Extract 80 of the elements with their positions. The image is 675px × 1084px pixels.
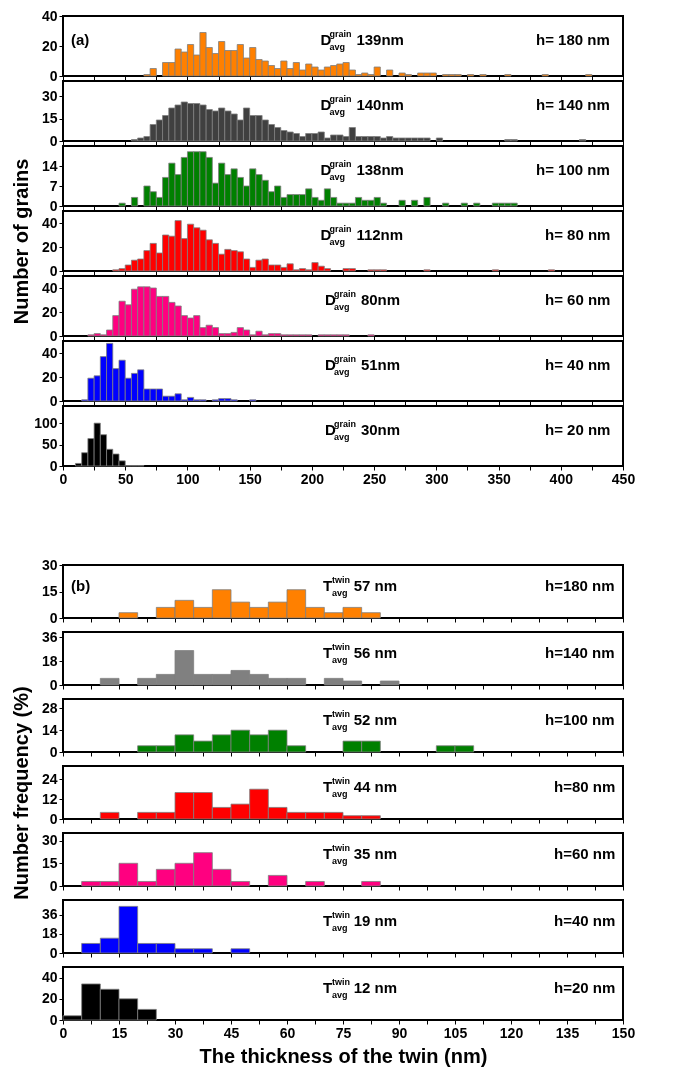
y-tick-label: 15	[41, 110, 58, 126]
y-tick-label: 0	[49, 67, 58, 84]
annotation: h= 80 nm	[545, 226, 611, 243]
y-tick-label: 40	[41, 969, 58, 986]
y-tick-label: 30	[41, 87, 58, 104]
x-tick-label: 350	[487, 470, 511, 487]
y-tick-label: 20	[41, 238, 58, 255]
y-tick-label: 0	[49, 743, 58, 760]
x-tick-label: 400	[549, 470, 574, 487]
annotation: h=20 nm	[554, 979, 616, 997]
x-tick-label: 15	[111, 1024, 128, 1041]
x-tick-label: 50	[117, 470, 134, 487]
x-tick-label: 105	[443, 1024, 468, 1041]
y-tick-label: 0	[49, 392, 58, 409]
x-tick-label: 150	[611, 1024, 636, 1041]
y-tick-label: 40	[41, 214, 58, 231]
y-tick-label: 0	[49, 609, 58, 626]
x-tick-label: 150	[238, 470, 263, 487]
y-tick-label: 7	[49, 177, 58, 194]
y-tick-label: 15	[41, 854, 58, 871]
annotation: h=40 nm	[554, 912, 616, 930]
y-tick-label: 14	[41, 721, 58, 738]
y-tick-label: 0	[49, 197, 58, 214]
x-tick-label: 75	[335, 1024, 352, 1041]
y-tick-label: 40	[41, 279, 58, 296]
annotation: h= 100 nm	[536, 161, 610, 178]
y-tick-label: 30	[41, 556, 58, 573]
annotation: h= 140 nm	[536, 96, 610, 113]
y-tick-label: 0	[49, 327, 58, 344]
y-tick-label: 40	[41, 344, 58, 361]
x-tick-label: 90	[391, 1024, 408, 1041]
annotation: h=60 nm	[554, 845, 616, 863]
y-tick-label: 20	[41, 368, 58, 385]
annotation: h=100 nm	[545, 711, 615, 729]
y-tick-label: 14	[41, 157, 58, 174]
y-tick-label: 18	[41, 652, 58, 669]
annotation: h=140 nm	[545, 644, 615, 662]
x-tick-label: 135	[555, 1024, 580, 1041]
x-tick-label: 300	[425, 470, 449, 487]
annotation: h= 20 nm	[545, 421, 611, 438]
x-axis-title: The thickness of the twin (nm)	[199, 1044, 488, 1067]
y-tick-label: 0	[49, 676, 58, 693]
y-tick-label: 28	[41, 699, 58, 716]
y-tick-label: 36	[41, 906, 58, 923]
annotation: h=180 nm	[545, 577, 615, 595]
y-tick-label: 15	[41, 583, 58, 599]
y-tick-label: 0	[49, 810, 58, 827]
x-tick-label: 100	[176, 470, 200, 487]
annotation: (b)	[71, 577, 91, 595]
annotation: h= 60 nm	[545, 291, 611, 308]
y-tick-label: 0	[49, 457, 58, 474]
y-tick-label: 18	[41, 925, 58, 942]
y-axis-title: Number of grains	[9, 158, 32, 325]
y-tick-label: 12	[41, 790, 58, 807]
y-tick-label: 0	[49, 132, 58, 149]
x-tick-label: 30	[167, 1024, 184, 1041]
y-tick-label: 0	[49, 877, 58, 894]
x-tick-label: 120	[499, 1024, 524, 1041]
annotation: (a)	[71, 31, 90, 48]
annotation: h=80 nm	[554, 778, 616, 796]
x-tick-label: 60	[279, 1024, 296, 1041]
y-tick-label: 50	[41, 436, 58, 453]
y-tick-label: 20	[41, 990, 58, 1007]
y-tick-label: 0	[49, 262, 58, 279]
y-tick-label: 100	[34, 414, 58, 431]
annotation: h= 40 nm	[545, 356, 611, 373]
y-tick-label: 24	[41, 770, 58, 787]
x-tick-label: 250	[362, 470, 387, 487]
y-tick-label: 30	[41, 832, 58, 849]
x-tick-label: 450	[611, 470, 636, 487]
x-tick-label: 45	[223, 1024, 240, 1041]
y-tick-label: 20	[41, 303, 58, 320]
annotation: h= 180 nm	[536, 31, 610, 48]
y-axis-title: Number frequency (%)	[9, 686, 32, 900]
x-tick-label: 200	[300, 470, 325, 487]
y-tick-label: 36	[41, 628, 58, 645]
y-tick-label: 0	[49, 944, 58, 961]
y-tick-label: 40	[41, 7, 58, 24]
y-tick-label: 0	[49, 1011, 58, 1028]
y-tick-label: 20	[41, 37, 58, 54]
